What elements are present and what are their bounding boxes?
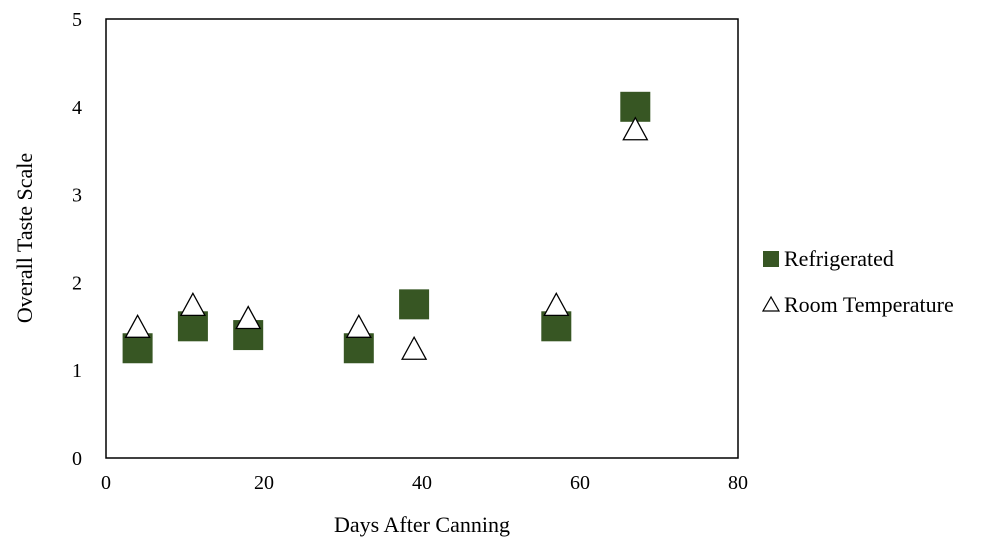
y-tick-label: 3: [72, 185, 82, 207]
data-point-room-temperature: [179, 291, 206, 317]
x-tick-label: 0: [101, 472, 111, 494]
legend: Refrigerated Room Temperature: [761, 246, 954, 317]
data-point-room-temperature: [345, 313, 372, 338]
y-tick-label: 2: [72, 272, 82, 294]
data-point-room-temperature: [543, 291, 570, 317]
data-point-room-temperature: [124, 313, 151, 338]
x-tick-label: 40: [412, 472, 432, 494]
plot-area: [105, 18, 739, 459]
x-tick-label: 20: [254, 472, 274, 494]
y-axis-tick-labels: 0 1 2 3 4 5: [72, 9, 82, 470]
y-axis-title: Overall Taste Scale: [12, 153, 37, 323]
y-tick-label: 5: [72, 9, 82, 31]
legend-marker-refrigerated: [763, 251, 779, 267]
data-point-room-temperature: [622, 116, 649, 141]
data-point-refrigerated: [122, 333, 153, 364]
data-point-refrigerated: [177, 311, 208, 342]
data-point-refrigerated: [343, 333, 374, 364]
x-tick-label: 80: [728, 472, 748, 494]
legend-label-room-temperature: Room Temperature: [784, 292, 954, 317]
data-point-room-temperature: [401, 335, 428, 360]
data-point-room-temperature: [235, 305, 262, 330]
x-tick-label: 60: [570, 472, 590, 494]
y-tick-label: 1: [72, 360, 82, 382]
y-tick-label: 4: [72, 97, 82, 119]
y-tick-label: 0: [72, 448, 82, 470]
data-point-refrigerated: [541, 311, 572, 342]
data-points: [122, 91, 651, 364]
legend-marker-room-temperature: [761, 295, 781, 312]
data-point-refrigerated: [399, 289, 430, 320]
x-axis-tick-labels: 0 20 40 60 80: [101, 472, 748, 494]
x-axis-title: Days After Canning: [334, 512, 510, 537]
legend-label-refrigerated: Refrigerated: [784, 246, 894, 271]
